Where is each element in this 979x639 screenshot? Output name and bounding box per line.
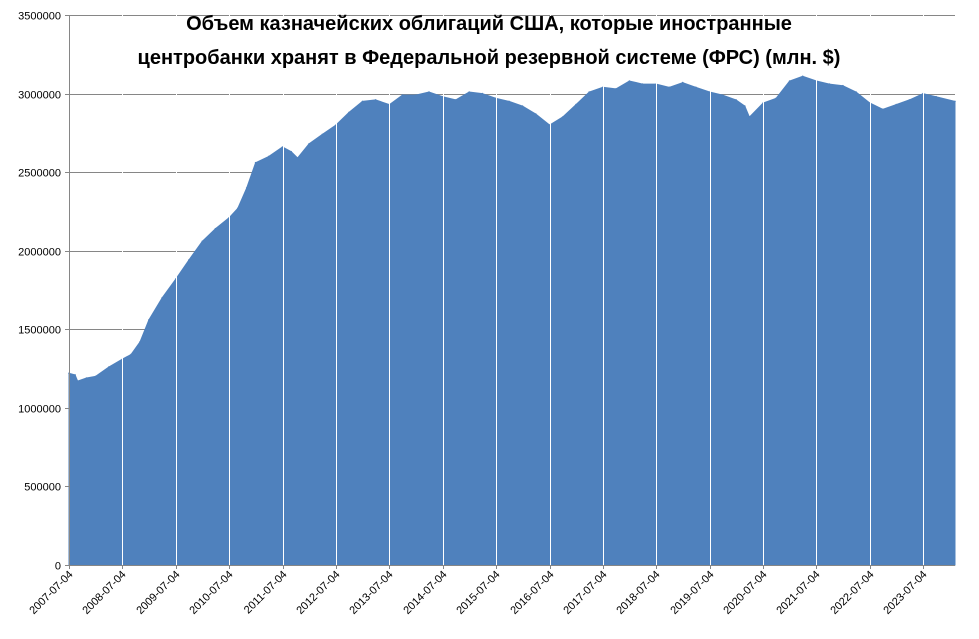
y-tick-label-3: 1500000 (18, 325, 61, 337)
x-tick-label-3: 2010-07-04 (187, 569, 235, 617)
data-point-44 (588, 91, 590, 93)
data-point-42 (561, 116, 564, 118)
data-point-34 (454, 99, 457, 101)
data-point-2 (76, 380, 79, 382)
data-point-1 (74, 374, 76, 376)
x-tick-label-14: 2021-07-04 (774, 569, 822, 617)
chart-title-line-2: центробанки хранят в Федеральной резервн… (138, 47, 841, 69)
chart-title: Объем казначейских облигаций США, которы… (138, 13, 841, 69)
y-tick-label-5: 2500000 (18, 168, 61, 180)
data-point-13 (201, 240, 204, 243)
data-point-61 (801, 75, 804, 78)
data-point-18 (254, 161, 257, 164)
x-tick-label-1: 2008-07-04 (80, 569, 128, 617)
data-point-24 (321, 133, 324, 136)
data-point-51 (681, 81, 684, 84)
data-point-56 (744, 105, 746, 107)
data-point-31 (415, 94, 417, 96)
data-point-52 (695, 86, 697, 89)
y-tick-label-7: 3500000 (18, 11, 61, 23)
data-point-22 (296, 157, 299, 159)
x-tick-label-5: 2012-07-04 (294, 569, 342, 617)
data-point-40 (535, 113, 537, 115)
series-area-layer (68, 15, 956, 566)
x-tick-label-11: 2018-07-04 (614, 569, 662, 617)
data-point-21 (290, 150, 293, 153)
data-point-65 (855, 91, 857, 93)
data-point-16 (237, 207, 239, 210)
data-point-43 (575, 103, 577, 106)
data-point-26 (348, 111, 350, 114)
data-point-19 (268, 155, 270, 158)
data-point-36 (481, 92, 484, 95)
data-point-39 (521, 105, 524, 107)
y-tick-label-0: 0 (55, 561, 61, 573)
data-point-38 (508, 100, 510, 103)
x-tick-label-15: 2022-07-04 (828, 569, 876, 617)
data-point-72 (954, 100, 956, 103)
data-point-48 (641, 83, 644, 85)
x-tick-label-12: 2019-07-04 (668, 569, 716, 617)
data-point-9 (148, 319, 150, 321)
y-tick-label-4: 2000000 (18, 247, 61, 259)
data-point-7 (130, 353, 132, 356)
data-point-67 (882, 108, 884, 111)
data-point-30 (401, 94, 404, 96)
data-point-17 (245, 187, 248, 189)
data-point-68 (895, 103, 897, 106)
data-point-12 (188, 259, 190, 261)
x-tick-label-9: 2016-07-04 (508, 569, 556, 617)
data-point-64 (842, 84, 844, 87)
x-tick-label-4: 2011-07-04 (242, 569, 290, 617)
data-point-59 (775, 97, 777, 100)
x-tick-label-16: 2023-07-04 (881, 569, 929, 617)
data-point-71 (935, 95, 937, 98)
y-tick-label-1: 500000 (24, 482, 61, 494)
data-point-47 (628, 80, 631, 82)
data-point-57 (748, 116, 751, 118)
x-tick-label-2: 2009-07-04 (134, 569, 182, 617)
x-tick-label-10: 2017-07-04 (561, 569, 609, 617)
data-point-8 (139, 341, 141, 343)
x-tick-label-7: 2014-07-04 (401, 569, 449, 617)
x-tick-label-0: 2007-07-04 (27, 569, 75, 617)
data-point-55 (735, 99, 737, 101)
data-point-60 (788, 80, 791, 82)
data-point-63 (828, 83, 831, 85)
data-point-46 (615, 88, 617, 90)
data-point-20 (281, 146, 284, 148)
data-point-23 (308, 143, 310, 145)
data-point-35 (468, 91, 471, 93)
x-tick-label-6: 2013-07-04 (347, 569, 395, 617)
x-tick-label-13: 2020-07-04 (721, 569, 769, 617)
x-tick-label-8: 2015-07-04 (454, 569, 502, 617)
data-point-28 (374, 99, 377, 101)
data-point-54 (721, 94, 724, 96)
data-point-3 (85, 377, 88, 379)
data-point-50 (668, 86, 671, 89)
data-point-4 (94, 375, 97, 378)
y-tick-label-2: 1000000 (18, 404, 61, 416)
data-point-32 (428, 91, 430, 93)
chart-title-line-1: Объем казначейских облигаций США, которы… (186, 13, 792, 35)
data-point-10 (161, 297, 163, 299)
data-point-14 (214, 227, 217, 230)
data-point-27 (361, 100, 364, 103)
y-tick-label-6: 3000000 (18, 90, 61, 102)
data-point-5 (108, 366, 110, 368)
data-point-69 (908, 99, 911, 101)
series-area (68, 75, 956, 566)
